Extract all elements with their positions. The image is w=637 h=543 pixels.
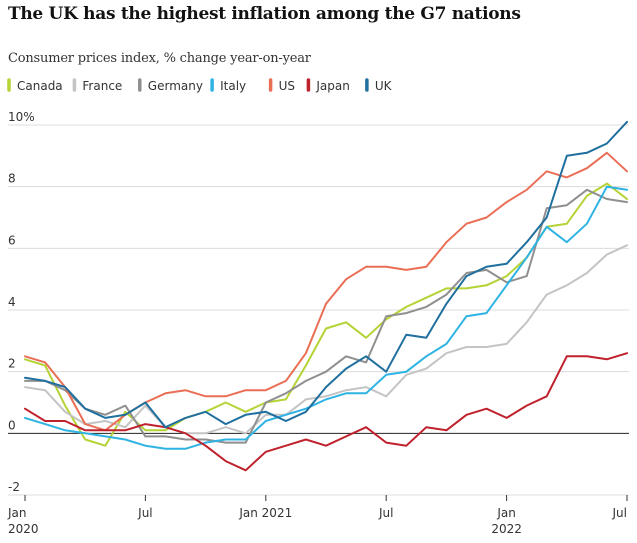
legend-label-uk: UK: [375, 79, 393, 93]
chart-subtitle: Consumer prices index, % change year-on-…: [8, 51, 311, 66]
x-tick-sublabel: 2022: [491, 522, 522, 536]
x-tick-sublabel: 2020: [8, 522, 39, 536]
x-tick-label: Jul: [378, 506, 393, 520]
grid-lines: [8, 124, 629, 496]
x-tick-label: Jul: [137, 506, 152, 520]
legend-label-us: US: [279, 79, 295, 93]
x-tick-label: Jan: [7, 506, 27, 520]
series-line-japan: [24, 352, 628, 472]
legend-label-italy: Italy: [220, 79, 246, 93]
series-lines: [24, 120, 628, 472]
y-tick-label: 6: [8, 233, 16, 247]
y-tick-label: 4: [8, 295, 16, 309]
legend-label-germany: Germany: [148, 79, 203, 93]
series-line-uk: [24, 120, 628, 429]
y-tick-label: 2: [8, 357, 16, 371]
y-tick-label: -2: [8, 480, 20, 494]
x-tick-label: Jan: [496, 506, 516, 520]
legend: Canada France Germany Italy US Japan UK: [7, 78, 393, 93]
x-axis: Jan 2020 Jul Jan 2021 Jul Jan 2022 Jul: [7, 495, 628, 536]
series-line-italy: [24, 185, 628, 450]
y-axis: 10% 8 6 4 2 0 -2: [8, 110, 35, 494]
series-line-canada: [24, 182, 628, 447]
legend-label-japan: Japan: [315, 79, 349, 93]
x-tick-label: Jan 2021: [238, 506, 292, 520]
y-tick-label: 8: [8, 172, 16, 186]
y-tick-label: 0: [8, 418, 16, 432]
y-tick-label: 10%: [8, 110, 35, 124]
chart-title: The UK has the highest inflation among t…: [8, 4, 521, 24]
series-line-france: [24, 244, 628, 435]
legend-label-canada: Canada: [17, 79, 63, 93]
x-tick-label: Jul: [612, 506, 627, 520]
series-line-germany: [24, 188, 628, 444]
legend-label-france: France: [82, 79, 122, 93]
